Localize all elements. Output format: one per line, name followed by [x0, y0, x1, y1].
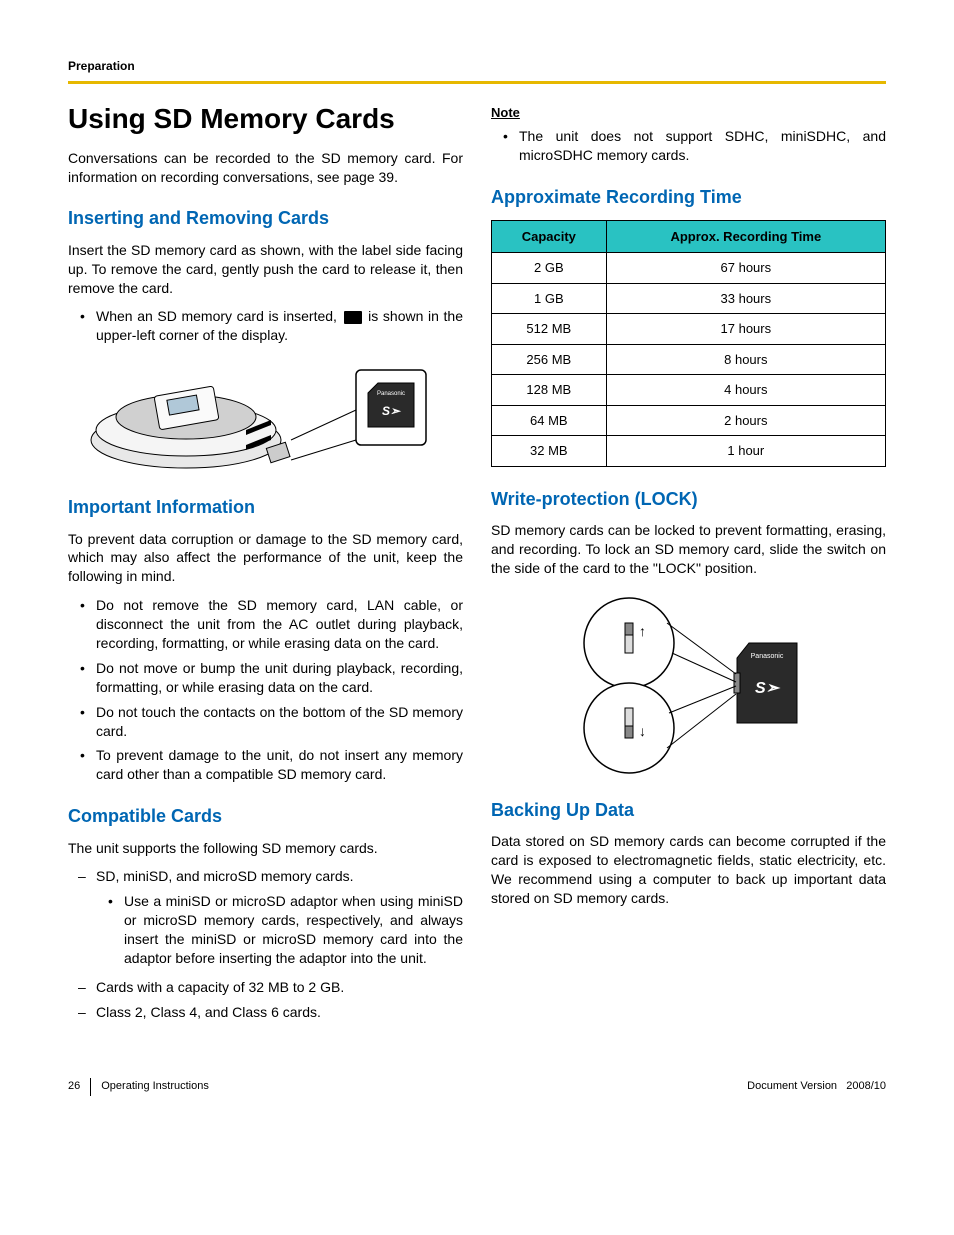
important-item-1: Do not remove the SD memory card, LAN ca…: [68, 596, 463, 653]
table-row: 512 MB17 hours: [492, 314, 886, 345]
svg-text:S➣: S➣: [754, 680, 780, 697]
inserting-bullet-1: When an SD memory card is inserted, is s…: [68, 307, 463, 345]
heading-compatible: Compatible Cards: [68, 804, 463, 828]
page-footer: 26 Operating Instructions Document Versi…: [68, 1078, 886, 1096]
table-row: 128 MB4 hours: [492, 375, 886, 406]
table-row: 64 MB2 hours: [492, 405, 886, 436]
sd-icon: [344, 311, 362, 324]
footer-version-value: 2008/10: [846, 1080, 886, 1092]
svg-text:↓: ↓: [639, 723, 646, 739]
footer-right: Document Version 2008/10: [747, 1079, 886, 1094]
svg-text:S➣: S➣: [381, 404, 401, 418]
heading-write-protection: Write-protection (LOCK): [491, 487, 886, 511]
table-row: 32 MB1 hour: [492, 436, 886, 467]
important-item-4: To prevent damage to the unit, do not in…: [68, 746, 463, 784]
compatible-item-2: Cards with a capacity of 32 MB to 2 GB.: [68, 978, 463, 997]
heading-recording-time: Approximate Recording Time: [491, 185, 886, 209]
note-item-1: The unit does not support SDHC, miniSDHC…: [491, 127, 886, 165]
heading-inserting: Inserting and Removing Cards: [68, 206, 463, 230]
footer-version-label: Document Version: [747, 1080, 837, 1092]
compatible-paragraph: The unit supports the following SD memor…: [68, 839, 463, 858]
svg-text:Panasonic: Panasonic: [750, 653, 783, 660]
table-row: 2 GB67 hours: [492, 253, 886, 284]
compatible-subitem-1: Use a miniSD or microSD adaptor when usi…: [96, 892, 463, 968]
device-illustration: Panasonic S➣: [86, 355, 446, 475]
compatible-item-3: Class 2, Class 4, and Class 6 cards.: [68, 1003, 463, 1022]
important-item-3: Do not touch the contacts on the bottom …: [68, 703, 463, 741]
page-title: Using SD Memory Cards: [68, 104, 463, 135]
table-row: 1 GB33 hours: [492, 283, 886, 314]
backing-up-paragraph: Data stored on SD memory cards can becom…: [491, 832, 886, 908]
svg-text:↑: ↑: [639, 623, 646, 639]
important-paragraph: To prevent data corruption or damage to …: [68, 530, 463, 587]
header-rule: [68, 81, 886, 84]
note-label: Note: [491, 104, 886, 122]
important-bullets: Do not remove the SD memory card, LAN ca…: [68, 596, 463, 784]
recording-time-table: Capacity Approx. Recording Time 2 GB67 h…: [491, 220, 886, 467]
table-header-time: Approx. Recording Time: [606, 220, 885, 253]
content-columns: Using SD Memory Cards Conversations can …: [68, 104, 886, 1028]
important-item-2: Do not move or bump the unit during play…: [68, 659, 463, 697]
table-row: 256 MB8 hours: [492, 344, 886, 375]
left-column: Using SD Memory Cards Conversations can …: [68, 104, 463, 1028]
compatible-item-1: SD, miniSD, and microSD memory cards. Us…: [68, 867, 463, 967]
table-header-capacity: Capacity: [492, 220, 607, 253]
footer-separator: [90, 1078, 91, 1096]
header-section-label: Preparation: [68, 59, 135, 73]
heading-backing-up: Backing Up Data: [491, 798, 886, 822]
compatible-list: SD, miniSD, and microSD memory cards. Us…: [68, 867, 463, 1021]
lock-illustration: ↑ ↓ Panasonic S➣: [539, 588, 839, 778]
write-protection-paragraph: SD memory cards can be locked to prevent…: [491, 521, 886, 578]
footer-left: 26 Operating Instructions: [68, 1078, 209, 1096]
inserting-bullets: When an SD memory card is inserted, is s…: [68, 307, 463, 345]
footer-page-number: 26: [68, 1079, 80, 1094]
heading-important: Important Information: [68, 495, 463, 519]
header-section: Preparation: [68, 56, 886, 75]
intro-paragraph: Conversations can be recorded to the SD …: [68, 149, 463, 187]
svg-text:Panasonic: Panasonic: [376, 391, 404, 397]
note-bullets: The unit does not support SDHC, miniSDHC…: [491, 127, 886, 165]
footer-doc-title: Operating Instructions: [101, 1079, 209, 1094]
right-column: Note The unit does not support SDHC, min…: [491, 104, 886, 1028]
inserting-paragraph: Insert the SD memory card as shown, with…: [68, 241, 463, 298]
